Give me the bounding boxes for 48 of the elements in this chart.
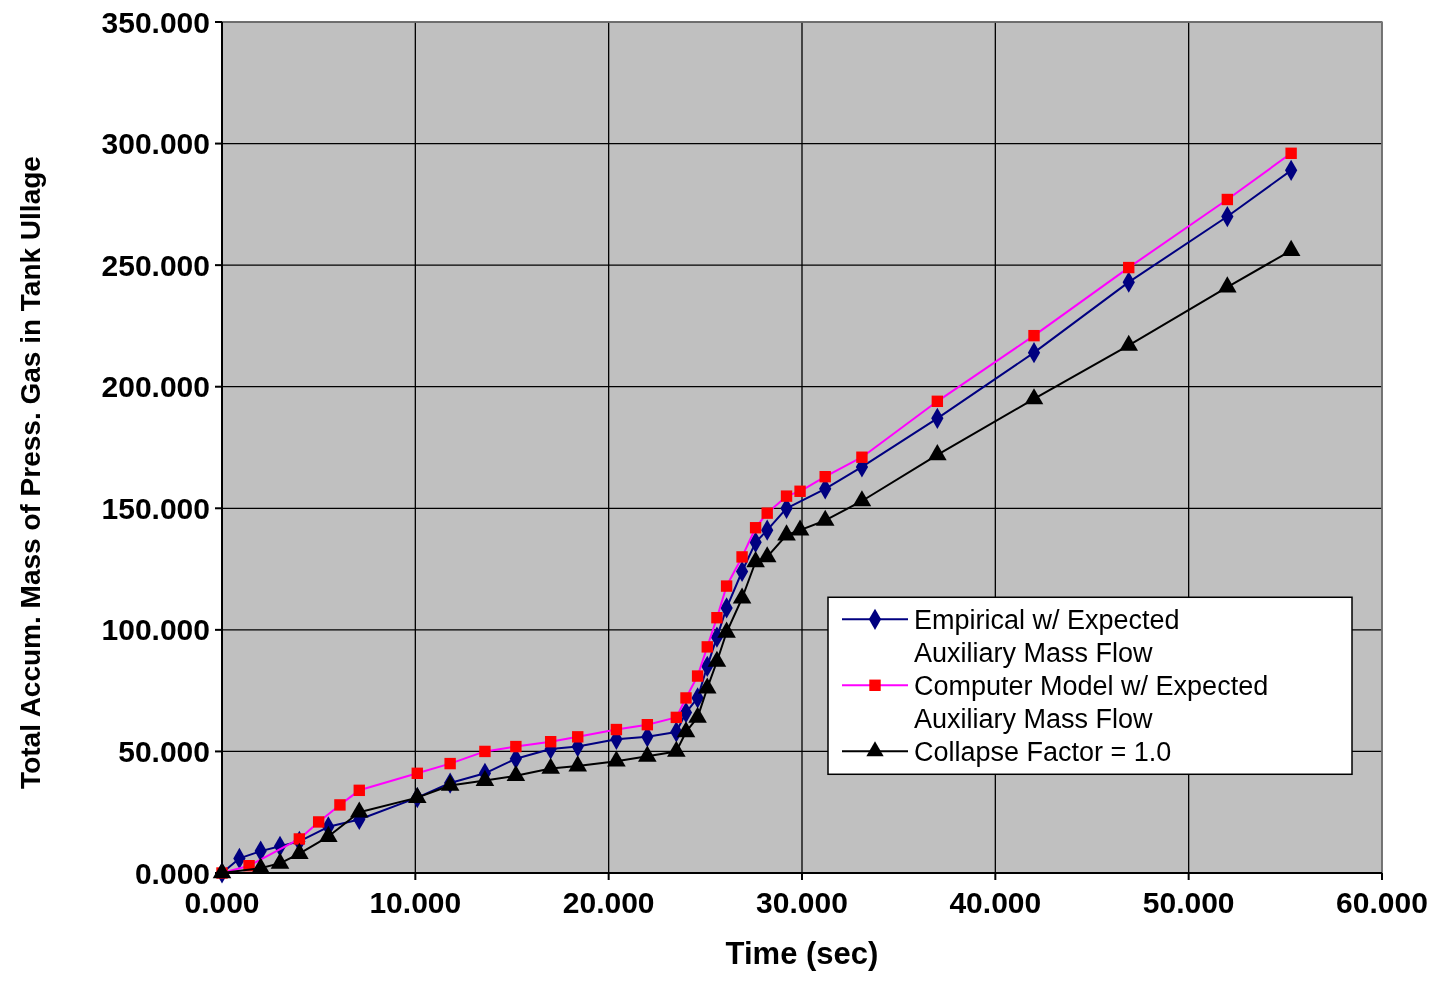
point [353,784,365,797]
y-tick-label: 150.000 [101,491,210,525]
y-axis-title: Total Accum. Mass of Press. Gas in Tank Ullage [15,156,46,789]
point [312,816,325,828]
point [1123,261,1135,274]
point [780,490,793,502]
y-tick-label: 300.000 [101,127,210,161]
point [479,745,491,758]
point [701,641,713,653]
point [1285,147,1297,159]
x-tick-label: 10.000 [369,886,462,919]
point [670,711,683,724]
point [680,692,692,704]
point [711,612,723,624]
x-tick-label: 50.000 [1142,886,1235,919]
x-axis-title: Time (sec) [725,936,879,971]
x-tick-label: 60.000 [1336,886,1428,919]
legend-label: Empirical w/ Expected Auxiliary Mass Flow [914,604,1180,668]
point [856,451,868,463]
legend-label: Computer Model w/ Expected Auxiliary Mass Flow [914,670,1269,734]
point [334,799,346,811]
y-tick-label: 100.000 [101,613,210,647]
point [749,522,762,534]
x-tick-label: 20.000 [562,886,655,919]
point [572,731,584,743]
point [819,470,831,483]
x-tick-label: 40.000 [949,886,1042,919]
point [794,485,806,497]
y-tick-label: 200.000 [101,370,210,404]
point [293,833,306,845]
point [1028,329,1040,342]
point [610,723,623,736]
point [761,507,773,519]
y-tick-label: 350.000 [101,5,210,39]
point [411,767,423,780]
point [931,395,944,407]
point [544,736,557,748]
y-tick-label: 250.000 [101,248,210,282]
point [510,740,522,753]
x-tick-label: 30.000 [756,886,848,919]
y-tick-label: 50.000 [118,734,210,768]
point [1221,193,1234,206]
legend-label: Collapse Factor = 1.0 [914,736,1172,767]
point [691,670,704,682]
point [736,551,748,563]
point [444,757,456,770]
point [641,718,654,731]
point [720,580,733,592]
